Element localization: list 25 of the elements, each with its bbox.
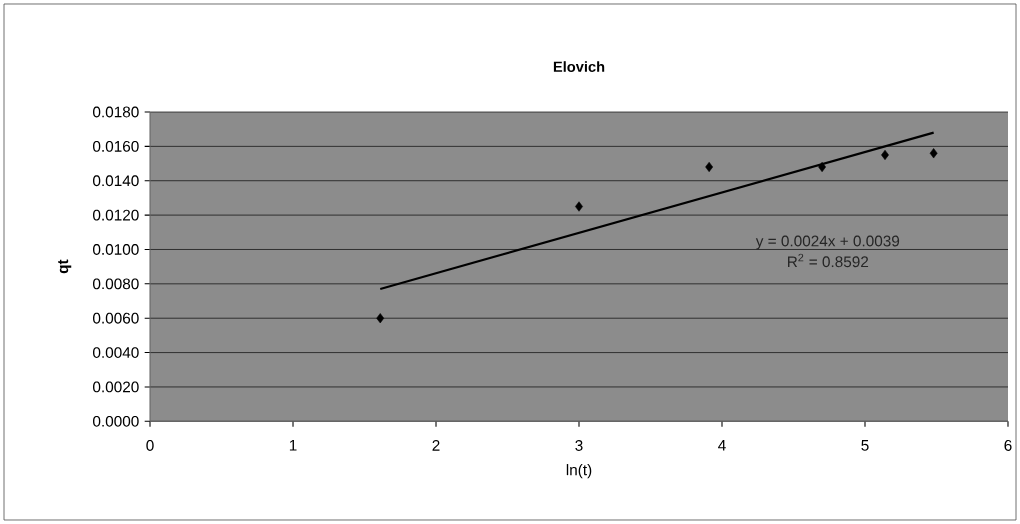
chart-title: Elovich [553,61,605,72]
point [575,201,583,212]
y-tick-label: 0.0000 [93,415,139,427]
y-tick-label: 0.0020 [93,381,139,393]
x-tick-label: 0 [146,440,154,451]
x-axis-title: ln(t) [566,464,592,479]
y-tick-label: 0.0120 [93,209,139,221]
point [376,313,385,324]
point [929,148,938,159]
y-tick-label: 0.0080 [93,278,139,290]
x-tick-label: 4 [718,440,726,451]
y-tick-label: 0.0100 [93,244,139,255]
y-tick-label: 0.0140 [93,175,139,187]
x-tick-label: 6 [1004,440,1012,451]
y-tick-label: 0.0060 [93,312,139,324]
x-tick-label: 3 [575,440,583,451]
x-tick-label: 1 [289,440,297,451]
annotation: y = 0.0024x + 0.0039 [755,235,900,250]
annotation: R$^{2}$ = 0.8592 [788,253,869,268]
x-tick-label: 2 [432,440,440,451]
x-tick-label: 5 [861,440,869,451]
y-tick-label: 0.0180 [93,106,139,118]
y-axis-title: qt [58,259,72,274]
y-tick-label: 0.0160 [93,140,139,152]
y-tick-label: 0.0040 [93,347,139,358]
